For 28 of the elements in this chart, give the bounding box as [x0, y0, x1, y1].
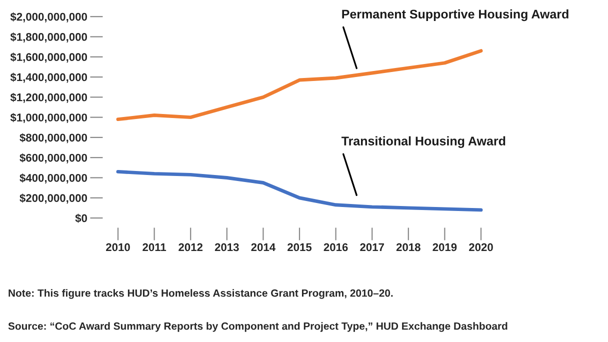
x-tick-label: 2012: [178, 243, 203, 252]
text: Permanent Supportive Housing Award: [342, 9, 568, 22]
y-tick-label: $600,000,000: [20, 153, 87, 164]
x-tick-label: 2011: [142, 243, 166, 252]
x-tick-label: 2020: [469, 243, 493, 252]
x-tick-label: 2013: [214, 243, 239, 252]
source-note: Source: “CoC Award Summary Reports by Component and Project Type,” HUD Exchange Dashboard: [8, 322, 508, 332]
line-series: [116, 49, 483, 122]
x-tick-label: 2010: [106, 243, 130, 252]
y-tick-label: $0: [75, 214, 87, 223]
y-tick-label: $1,600,000,000: [10, 52, 87, 63]
text: Note: This figure tracks HUD’s Homeless Assistance Grant Program, 2010–20.: [8, 289, 393, 299]
y-tick-label: $1,200,000,000: [10, 92, 87, 103]
x-tick-label: 2014: [251, 243, 276, 252]
y-tick-label: $1,000,000,000: [10, 113, 87, 124]
line-series: [116, 170, 483, 212]
text: Transitional Housing Award: [341, 136, 506, 148]
x-tick-label: 2015: [288, 243, 312, 252]
y-tick-label: $200,000,000: [20, 194, 87, 204]
y-tick-label: $1,400,000,000: [10, 72, 87, 83]
y-tick-label: $400,000,000: [20, 174, 87, 184]
y-tick-label: $1,800,000,000: [10, 32, 87, 42]
y-tick-label: $2,000,000,000: [10, 12, 87, 22]
x-tick-label: 2018: [396, 243, 420, 252]
x-tick-label: 2016: [324, 243, 348, 252]
y-tick-label: $800,000,000: [20, 133, 87, 144]
x-tick-label: 2017: [360, 243, 384, 252]
x-tick-label: 2019: [432, 243, 457, 252]
